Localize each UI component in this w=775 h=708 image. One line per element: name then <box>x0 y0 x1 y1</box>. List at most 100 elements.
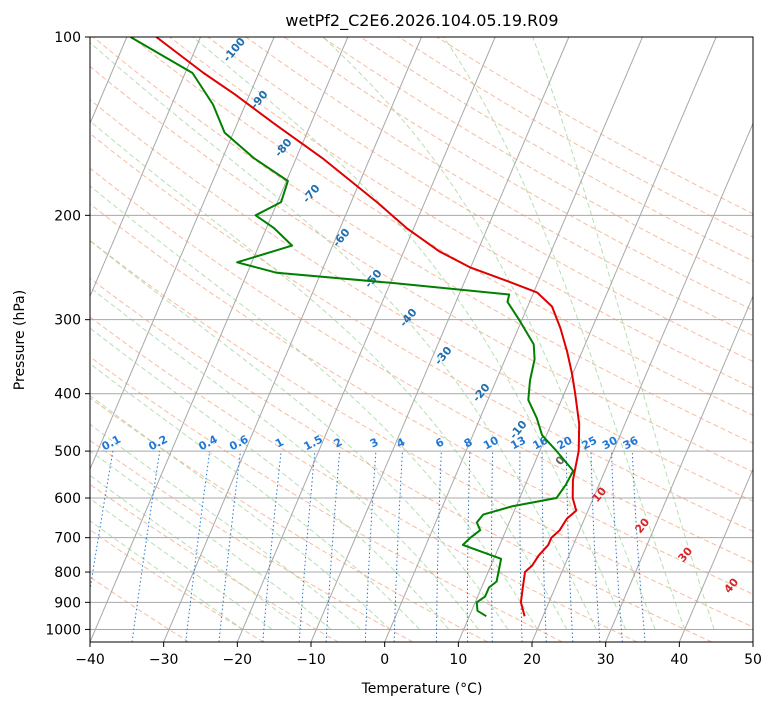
y-tick-label: 400 <box>54 387 81 403</box>
mixing-ratio-label: 0.1 <box>100 433 123 454</box>
dry-adiabat <box>169 37 753 389</box>
mixing-ratio-label: 0.6 <box>227 433 251 454</box>
y-tick-label: 500 <box>54 444 81 460</box>
moist-adiabat <box>90 520 243 630</box>
isotherm-line <box>310 37 570 642</box>
y-tick-label: 600 <box>54 491 81 507</box>
isotherm-line <box>752 640 753 642</box>
moist-adiabat <box>90 423 361 630</box>
dry-adiabat <box>90 576 190 642</box>
dry-adiabat <box>90 277 712 642</box>
moist-adiabat <box>443 37 686 630</box>
dry-adiabat <box>90 529 264 642</box>
dry-adiabat-label: 40 <box>721 575 741 595</box>
dry-adiabat <box>90 239 753 628</box>
isotherm-line <box>90 37 275 471</box>
moist-adiabat <box>90 363 420 630</box>
moist-adiabat <box>90 450 332 630</box>
dry-adiabat-label: -20 <box>470 381 493 405</box>
dry-adiabat <box>360 37 753 262</box>
dry-adiabat <box>436 37 753 215</box>
moist-adiabat <box>90 474 302 630</box>
mixing-ratio-line <box>590 451 601 642</box>
x-tick-label: 30 <box>597 652 615 668</box>
moist-adiabat <box>90 327 450 630</box>
isotherm-line <box>457 37 717 642</box>
y-tick-label: 1000 <box>45 622 81 638</box>
isotherm-line <box>605 295 753 642</box>
mixing-ratio-label: 0.4 <box>196 433 220 454</box>
moist-adiabat <box>532 37 715 630</box>
mixing-ratio-label: 0.2 <box>146 433 169 454</box>
y-tick-label: 300 <box>54 313 81 329</box>
mixing-ratio-label: 10 <box>481 434 501 453</box>
y-axis-label: Pressure (hPa) <box>12 290 28 390</box>
dry-adiabat-label: -100 <box>220 35 248 65</box>
x-tick-label: −30 <box>149 652 179 668</box>
mixing-ratio-line <box>364 451 377 642</box>
y-tick-label: 900 <box>54 595 81 611</box>
isotherm-line <box>531 122 753 642</box>
mixing-ratio-label: 16 <box>531 434 551 453</box>
mixing-ratio-line <box>298 451 316 642</box>
dry-adiabat-label: -80 <box>272 136 295 160</box>
moist-adiabat <box>90 240 509 630</box>
dry-adiabat-label: -30 <box>432 344 455 368</box>
dry-adiabat <box>90 439 414 642</box>
dry-adiabat-label: 20 <box>632 515 652 535</box>
dry-adiabat <box>90 65 753 473</box>
x-tick-label: 0 <box>380 652 389 668</box>
dry-adiabat <box>90 167 753 563</box>
y-tick-label: 200 <box>54 208 81 224</box>
moist-adiabat <box>90 120 568 630</box>
y-tick-label: 800 <box>54 565 81 581</box>
dry-adiabat <box>131 37 753 416</box>
mixing-ratio-line <box>131 451 161 642</box>
dry-adiabat-label: -70 <box>300 182 323 206</box>
mixing-ratio-label: 13 <box>508 434 528 453</box>
x-tick-label: 10 <box>449 652 467 668</box>
mixing-ratio-line <box>491 451 494 642</box>
isotherm-line <box>90 37 349 642</box>
axes: −40 −30 −20 −10 0 10 20 30 40 50 100 200 300 400 500 60… <box>45 30 762 668</box>
dry-adiabat-label: -50 <box>362 267 385 291</box>
mixing-ratio-line <box>185 451 211 642</box>
mixing-ratio-label: 20 <box>555 434 575 453</box>
mixing-ratio-label: 36 <box>621 434 641 453</box>
moist-adiabat <box>90 286 479 630</box>
x-tick-label: 40 <box>670 652 688 668</box>
dry-adiabat <box>90 203 753 595</box>
dry-adiabat <box>283 37 753 311</box>
y-tick-label: 700 <box>54 531 81 547</box>
isotherm-line <box>163 37 422 642</box>
mixing-ratio-label: 3 <box>368 435 381 450</box>
mixing-ratio-label: 4 <box>394 435 407 450</box>
dry-adiabat <box>90 132 753 532</box>
mixing-ratio-line <box>435 451 442 642</box>
x-tick-label: −40 <box>75 652 105 668</box>
dry-adiabat-label: 30 <box>675 544 695 564</box>
plot-frame <box>89 36 754 643</box>
moist-adiabat <box>90 497 273 630</box>
isotherm-line <box>384 37 643 642</box>
moist-adiabat <box>322 37 656 630</box>
mixing-ratio-label: 30 <box>600 434 620 453</box>
x-tick-label: 50 <box>744 652 762 668</box>
dry-adiabat <box>207 37 753 363</box>
dry-adiabat <box>90 397 488 642</box>
x-tick-label: 20 <box>523 652 541 668</box>
mixing-ratio-line <box>611 451 623 642</box>
mixing-ratio-label: 1 <box>273 435 286 450</box>
dry-adiabat <box>90 483 339 642</box>
mixing-ratio-label: 8 <box>462 435 475 450</box>
temperature-profile <box>155 37 581 617</box>
x-tick-label: −10 <box>296 652 326 668</box>
moist-adiabat <box>90 185 538 630</box>
dry-adiabat-label: -40 <box>397 306 420 330</box>
mixing-ratio-line <box>631 451 646 642</box>
isotherm-line <box>236 37 496 642</box>
y-tick-label: 100 <box>54 30 81 46</box>
x-tick-label: −20 <box>223 652 253 668</box>
chart-title: wetPf2_C2E6.2026.104.05.19.R09 <box>285 11 558 31</box>
moist-adiabat <box>192 37 627 630</box>
